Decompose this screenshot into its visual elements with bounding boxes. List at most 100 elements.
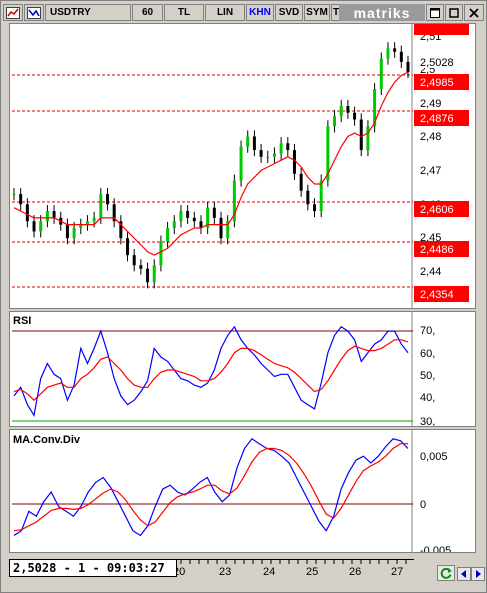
candle-body xyxy=(152,265,156,283)
rsi-axis-label: 60, xyxy=(420,348,435,360)
level-tag xyxy=(414,201,469,217)
candle-body xyxy=(373,89,377,127)
candle-body xyxy=(92,217,96,222)
macd-line xyxy=(13,437,409,537)
candle-body xyxy=(179,211,183,222)
scroll-right-icon[interactable] xyxy=(471,567,485,581)
rsi-axis-label: 50, xyxy=(420,370,435,382)
candle-body xyxy=(313,204,317,212)
rsi-chart[interactable]: RSI 70, 60, 50, 40, 30, xyxy=(10,312,476,427)
candle-body xyxy=(186,211,190,218)
candle-body xyxy=(166,228,170,242)
candle-body xyxy=(299,173,303,191)
candle-body xyxy=(19,194,23,205)
candle-body xyxy=(12,194,16,196)
price-panel[interactable]: 2,51 2,5 2,49 2,48 2,47 2,46 2,45 2,44 2… xyxy=(9,23,476,309)
candle-body xyxy=(146,268,150,283)
level-tag xyxy=(414,241,469,257)
date-label: 27 xyxy=(391,566,403,577)
candle-body xyxy=(252,136,256,151)
close-icon[interactable] xyxy=(464,4,484,21)
candle-body xyxy=(105,194,109,205)
rsi-title: RSI xyxy=(13,315,31,327)
status-readout: 2,5028 - 1 - 09:03:27 xyxy=(9,559,177,577)
candle-body xyxy=(112,204,116,222)
macd-panel[interactable]: MA.Conv.Div 0,005 0 -0,005 xyxy=(9,429,476,553)
candle-body xyxy=(79,224,83,229)
candle-body xyxy=(119,221,123,239)
date-axis: 20 23 24 25 26 27 xyxy=(9,559,414,578)
level-tag xyxy=(414,74,469,90)
candle-body xyxy=(266,156,270,158)
candle-body xyxy=(45,211,49,222)
candle-body xyxy=(192,217,196,222)
date-label: 23 xyxy=(219,566,231,577)
rsi-axis-label: 70, xyxy=(420,325,435,337)
candle-body xyxy=(339,105,343,117)
refresh-icon[interactable] xyxy=(437,565,455,581)
price-moving-average xyxy=(13,71,409,256)
candle-body xyxy=(99,194,103,218)
maximize-icon[interactable] xyxy=(445,4,463,21)
candle-body xyxy=(25,204,29,222)
window-icon[interactable] xyxy=(426,4,444,21)
candle-body xyxy=(32,221,36,232)
candle-body xyxy=(212,207,216,218)
rsi-line xyxy=(13,325,409,418)
current-value: 2,5028 xyxy=(420,57,454,69)
candle-body xyxy=(159,241,163,266)
level-tag-text: 2,4876 xyxy=(420,113,454,125)
symbol-button[interactable]: SYM xyxy=(304,4,330,21)
candle-body xyxy=(272,153,276,157)
candle-body xyxy=(246,136,250,147)
candle-body xyxy=(359,119,363,151)
chart-icon[interactable] xyxy=(3,4,23,21)
candle-body xyxy=(319,180,323,212)
level-tag-text: 2,4354 xyxy=(420,289,454,301)
candle-body xyxy=(39,221,43,232)
candle-body xyxy=(65,224,69,239)
candle-body xyxy=(379,58,383,90)
date-label: 24 xyxy=(263,566,275,577)
symbol-field[interactable]: USDTRY xyxy=(45,4,131,21)
price-axis-label: 2,49 xyxy=(420,98,441,110)
candle-body xyxy=(386,48,390,59)
candle-body xyxy=(219,217,223,239)
scroll-left-icon[interactable] xyxy=(457,567,471,581)
price-chart[interactable]: 2,51 2,5 2,49 2,48 2,47 2,46 2,45 2,44 2… xyxy=(10,24,476,309)
level-tag-text: 2,4985 xyxy=(420,77,454,89)
candle-body xyxy=(393,48,397,52)
candle-body xyxy=(172,221,176,229)
period-button[interactable]: 60 xyxy=(132,4,163,21)
currency-button[interactable]: TL xyxy=(164,4,204,21)
top-level-tag xyxy=(414,24,469,35)
candle-button[interactable]: KHN xyxy=(246,4,274,21)
rsi-panel[interactable]: RSI 70, 60, 50, 40, 30, xyxy=(9,311,476,427)
candle-body xyxy=(346,105,350,113)
candle-body xyxy=(279,143,283,154)
indicator-icon[interactable] xyxy=(24,4,44,21)
candle-body xyxy=(326,126,330,181)
price-axis-label: 2,48 xyxy=(420,131,441,143)
macd-chart[interactable]: MA.Conv.Div 0,005 0 -0,005 xyxy=(10,430,476,553)
candle-body xyxy=(206,207,210,229)
candle-body xyxy=(85,221,89,225)
rsi-axis-label: 40, xyxy=(420,392,435,404)
volume-button[interactable]: SVD xyxy=(275,4,303,21)
candle-body xyxy=(333,116,337,127)
rsi-axis-label: 30, xyxy=(420,416,435,427)
price-axis-label: 2,47 xyxy=(420,165,441,177)
toolbar: USDTRY 60 TL LIN KHN SVD SYM T matriks xyxy=(3,4,484,21)
candle-body xyxy=(286,143,290,151)
rsi-signal-line xyxy=(13,339,409,402)
candle-body xyxy=(353,112,357,120)
level-tag xyxy=(414,286,469,302)
candle-body xyxy=(232,180,236,222)
scale-button[interactable]: LIN xyxy=(205,4,245,21)
candle-body xyxy=(406,61,410,73)
candle-body xyxy=(132,255,136,266)
date-label: 26 xyxy=(349,566,361,577)
macd-axis-label: 0 xyxy=(420,499,426,511)
current-value-box xyxy=(414,55,469,68)
candle-body xyxy=(126,238,130,256)
